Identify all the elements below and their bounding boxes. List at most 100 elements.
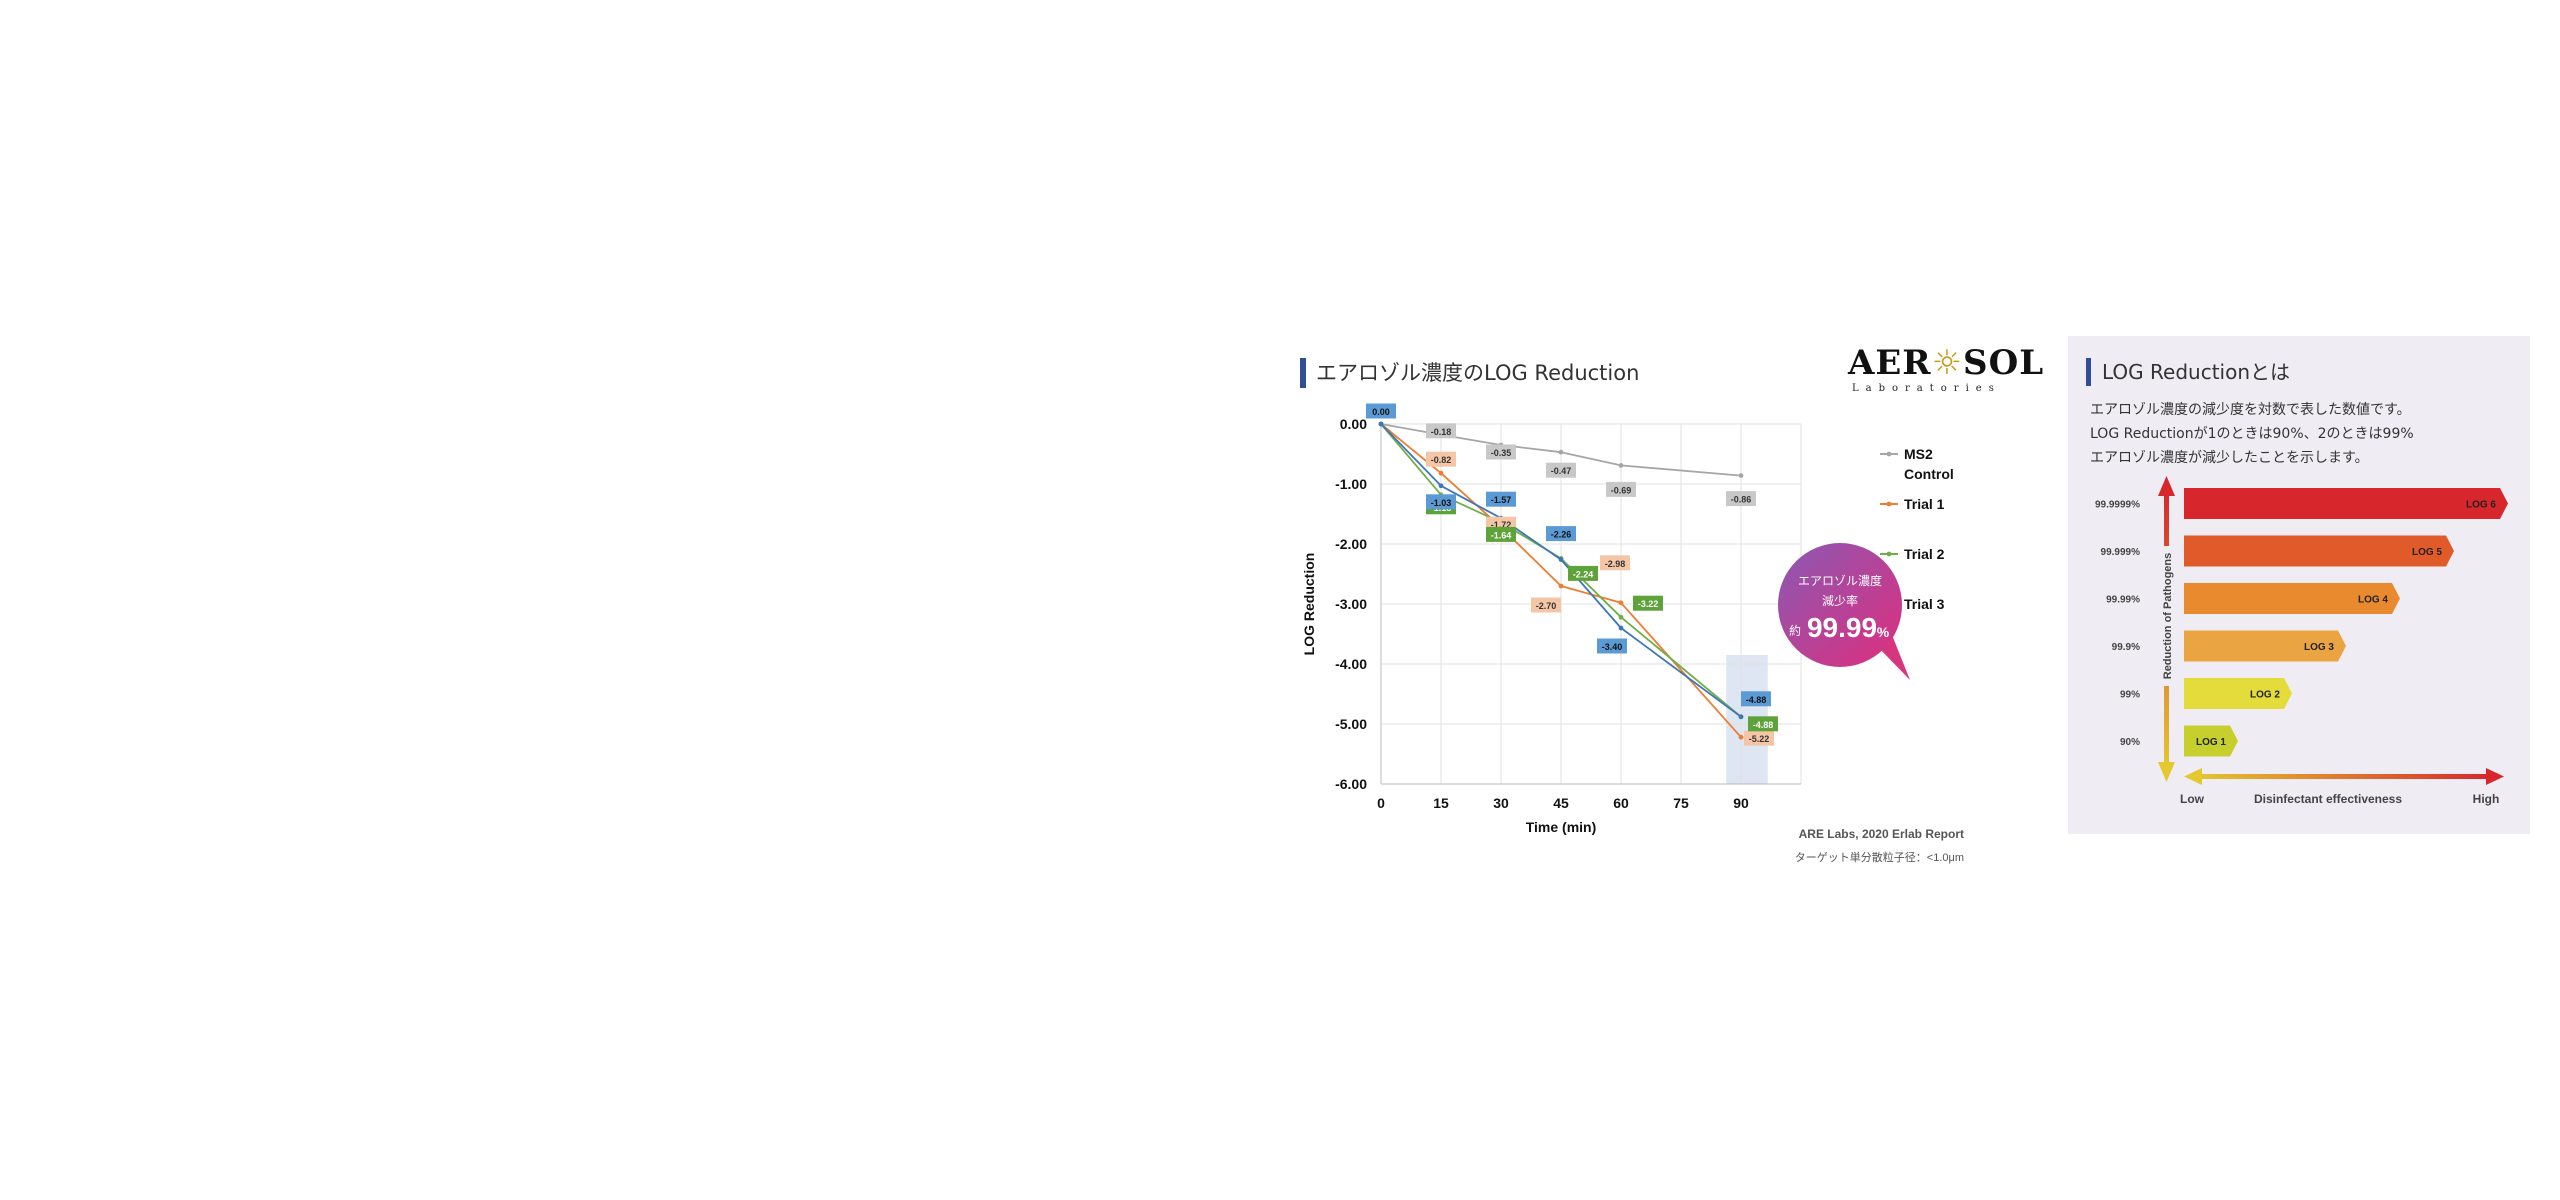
log-bar-2 xyxy=(2184,678,2292,709)
chart-panel-title: エアロゾル濃度のLOG Reduction xyxy=(1316,361,1640,385)
legend-swatch-point xyxy=(1886,501,1892,507)
data-label-box xyxy=(1633,595,1663,611)
data-label-box xyxy=(1426,494,1456,510)
log-bar-label: LOG 1 xyxy=(2196,737,2226,748)
particle-size-note: ターゲット単分散粒子径：<1.0μm xyxy=(1795,850,1964,864)
log-percent-label: 99.9999% xyxy=(2095,500,2140,511)
logo-wordmark: AER☼SOL xyxy=(1848,343,2045,383)
data-label: -1.03 xyxy=(1431,498,1452,508)
data-label-box xyxy=(1426,423,1456,439)
data-point xyxy=(1738,734,1744,740)
logo-subtext: Laboratories xyxy=(1852,383,2001,394)
data-point xyxy=(1618,614,1624,620)
data-label: -0.35 xyxy=(1491,448,1512,458)
data-label: -2.98 xyxy=(1605,559,1626,569)
data-label: -1.64 xyxy=(1491,530,1512,540)
log-level-bars: Reduction of Pathogens LOG 6 99.9999% LOG 5… xyxy=(2095,476,2508,806)
legend-label: Trial 3 xyxy=(1904,596,1945,612)
log-bar-label: LOG 5 xyxy=(2412,547,2442,558)
x-tick-label: 30 xyxy=(1493,795,1509,811)
y-tick-label: -1.00 xyxy=(1335,476,1367,492)
y-tick-label: -5.00 xyxy=(1335,716,1367,732)
callout-prefix: 約 xyxy=(1789,623,1801,638)
data-label-box xyxy=(1741,691,1771,707)
arrow-left-icon xyxy=(2184,768,2202,785)
description-line-3: エアロゾル濃度が減少したことを示します。 xyxy=(2090,450,2369,466)
y-axis-title: LOG Reduction xyxy=(1301,553,1317,656)
data-point xyxy=(1438,483,1444,489)
x-tick-label: 75 xyxy=(1673,795,1689,811)
description-line-2: LOG Reductionが1のときは90%、2のときは99% xyxy=(2090,426,2414,442)
y-tick-label: 0.00 xyxy=(1340,416,1367,432)
data-point xyxy=(1438,470,1444,476)
data-label: -0.86 xyxy=(1731,495,1752,505)
data-point xyxy=(1738,714,1744,720)
data-label: -4.88 xyxy=(1753,720,1774,730)
data-label-box xyxy=(1546,526,1576,542)
data-label-box xyxy=(1426,451,1456,467)
explainer-title: LOG Reductionとは xyxy=(2102,360,2291,384)
aerosol-labs-logo: AER☼SOL Laboratories xyxy=(1848,344,2043,400)
data-label-box xyxy=(1546,462,1576,478)
description-line-1: エアロゾル濃度の減少度を対数で表した数値です。 xyxy=(2090,402,2411,418)
data-label: -0.18 xyxy=(1431,427,1452,437)
log-bar-label: LOG 6 xyxy=(2466,500,2496,511)
data-label: 0.00 xyxy=(1372,407,1390,417)
title-accent-bar xyxy=(1300,358,1306,388)
callout-line-2: 減少率 xyxy=(1822,593,1858,608)
log-bar-label: LOG 4 xyxy=(2358,595,2388,606)
x-tick-label: 90 xyxy=(1733,795,1749,811)
data-label: -3.40 xyxy=(1602,642,1623,652)
line-chart: 0.00 -1.00 -2.00 -3.00 -4.00 -5.00 -6.00 0 15 30 4… xyxy=(1301,403,1964,864)
source-citation: ARE Labs, 2020 Erlab Report xyxy=(1799,827,1964,841)
data-point xyxy=(1738,473,1744,478)
legend-label: Trial 1 xyxy=(1904,496,1945,512)
data-label: -2.26 xyxy=(1551,530,1572,540)
data-label: -0.47 xyxy=(1551,466,1572,476)
data-point xyxy=(1618,600,1624,606)
data-label-box xyxy=(1606,481,1636,497)
y-tick-label: -2.00 xyxy=(1335,536,1367,552)
series-line-2 xyxy=(1380,423,1742,718)
explainer-accent-bar xyxy=(2086,358,2091,386)
log-bar-4 xyxy=(2184,583,2400,614)
data-label-box xyxy=(1486,526,1516,542)
data-label: -4.88 xyxy=(1746,695,1767,705)
data-label-box xyxy=(1597,638,1627,654)
data-label: -2.24 xyxy=(1573,569,1594,579)
log-percent-label: 99.9% xyxy=(2112,642,2140,653)
x-axis-title: Time (min) xyxy=(1526,819,1597,835)
callout-bubble xyxy=(1778,543,1902,667)
x-tick-label: 0 xyxy=(1377,795,1385,811)
data-point xyxy=(1558,449,1564,455)
legend-swatch-point xyxy=(1886,551,1892,557)
data-label-box xyxy=(1568,565,1598,581)
data-point xyxy=(1618,463,1624,468)
series-line-3 xyxy=(1380,423,1742,718)
data-point xyxy=(1378,421,1384,427)
data-label: -1.72 xyxy=(1491,520,1512,530)
reduction-axis-label: Reduction of Pathogens xyxy=(2162,553,2174,680)
data-label-box xyxy=(1486,444,1516,460)
x-tick-label: 60 xyxy=(1613,795,1629,811)
log-percent-label: 90% xyxy=(2120,737,2140,748)
data-label: -0.82 xyxy=(1431,455,1452,465)
data-label-box xyxy=(1486,491,1516,507)
data-label: -2.70 xyxy=(1536,601,1557,611)
x-tick-label: 15 xyxy=(1433,795,1449,811)
legend-label-cont: Control xyxy=(1904,466,1954,482)
log-reduction-explainer-panel: LOG Reductionとは エアロゾル濃度の減少度を対数で表した数値です。 … xyxy=(2068,336,2530,834)
y-tick-label: -4.00 xyxy=(1335,656,1367,672)
data-point xyxy=(1558,583,1564,589)
log-bar-6 xyxy=(2184,488,2508,519)
data-label-box xyxy=(1726,491,1756,507)
log-bar-label: LOG 2 xyxy=(2250,690,2280,701)
data-label-box xyxy=(1531,597,1561,613)
data-label: -1.57 xyxy=(1491,495,1512,505)
legend-swatch-point xyxy=(1886,451,1892,457)
data-label: -0.69 xyxy=(1611,485,1632,495)
high-label: High xyxy=(2473,792,2500,806)
callout-unit: % xyxy=(1877,624,1890,640)
arrow-down-icon xyxy=(2158,762,2175,782)
arrow-right-icon xyxy=(2486,768,2504,785)
